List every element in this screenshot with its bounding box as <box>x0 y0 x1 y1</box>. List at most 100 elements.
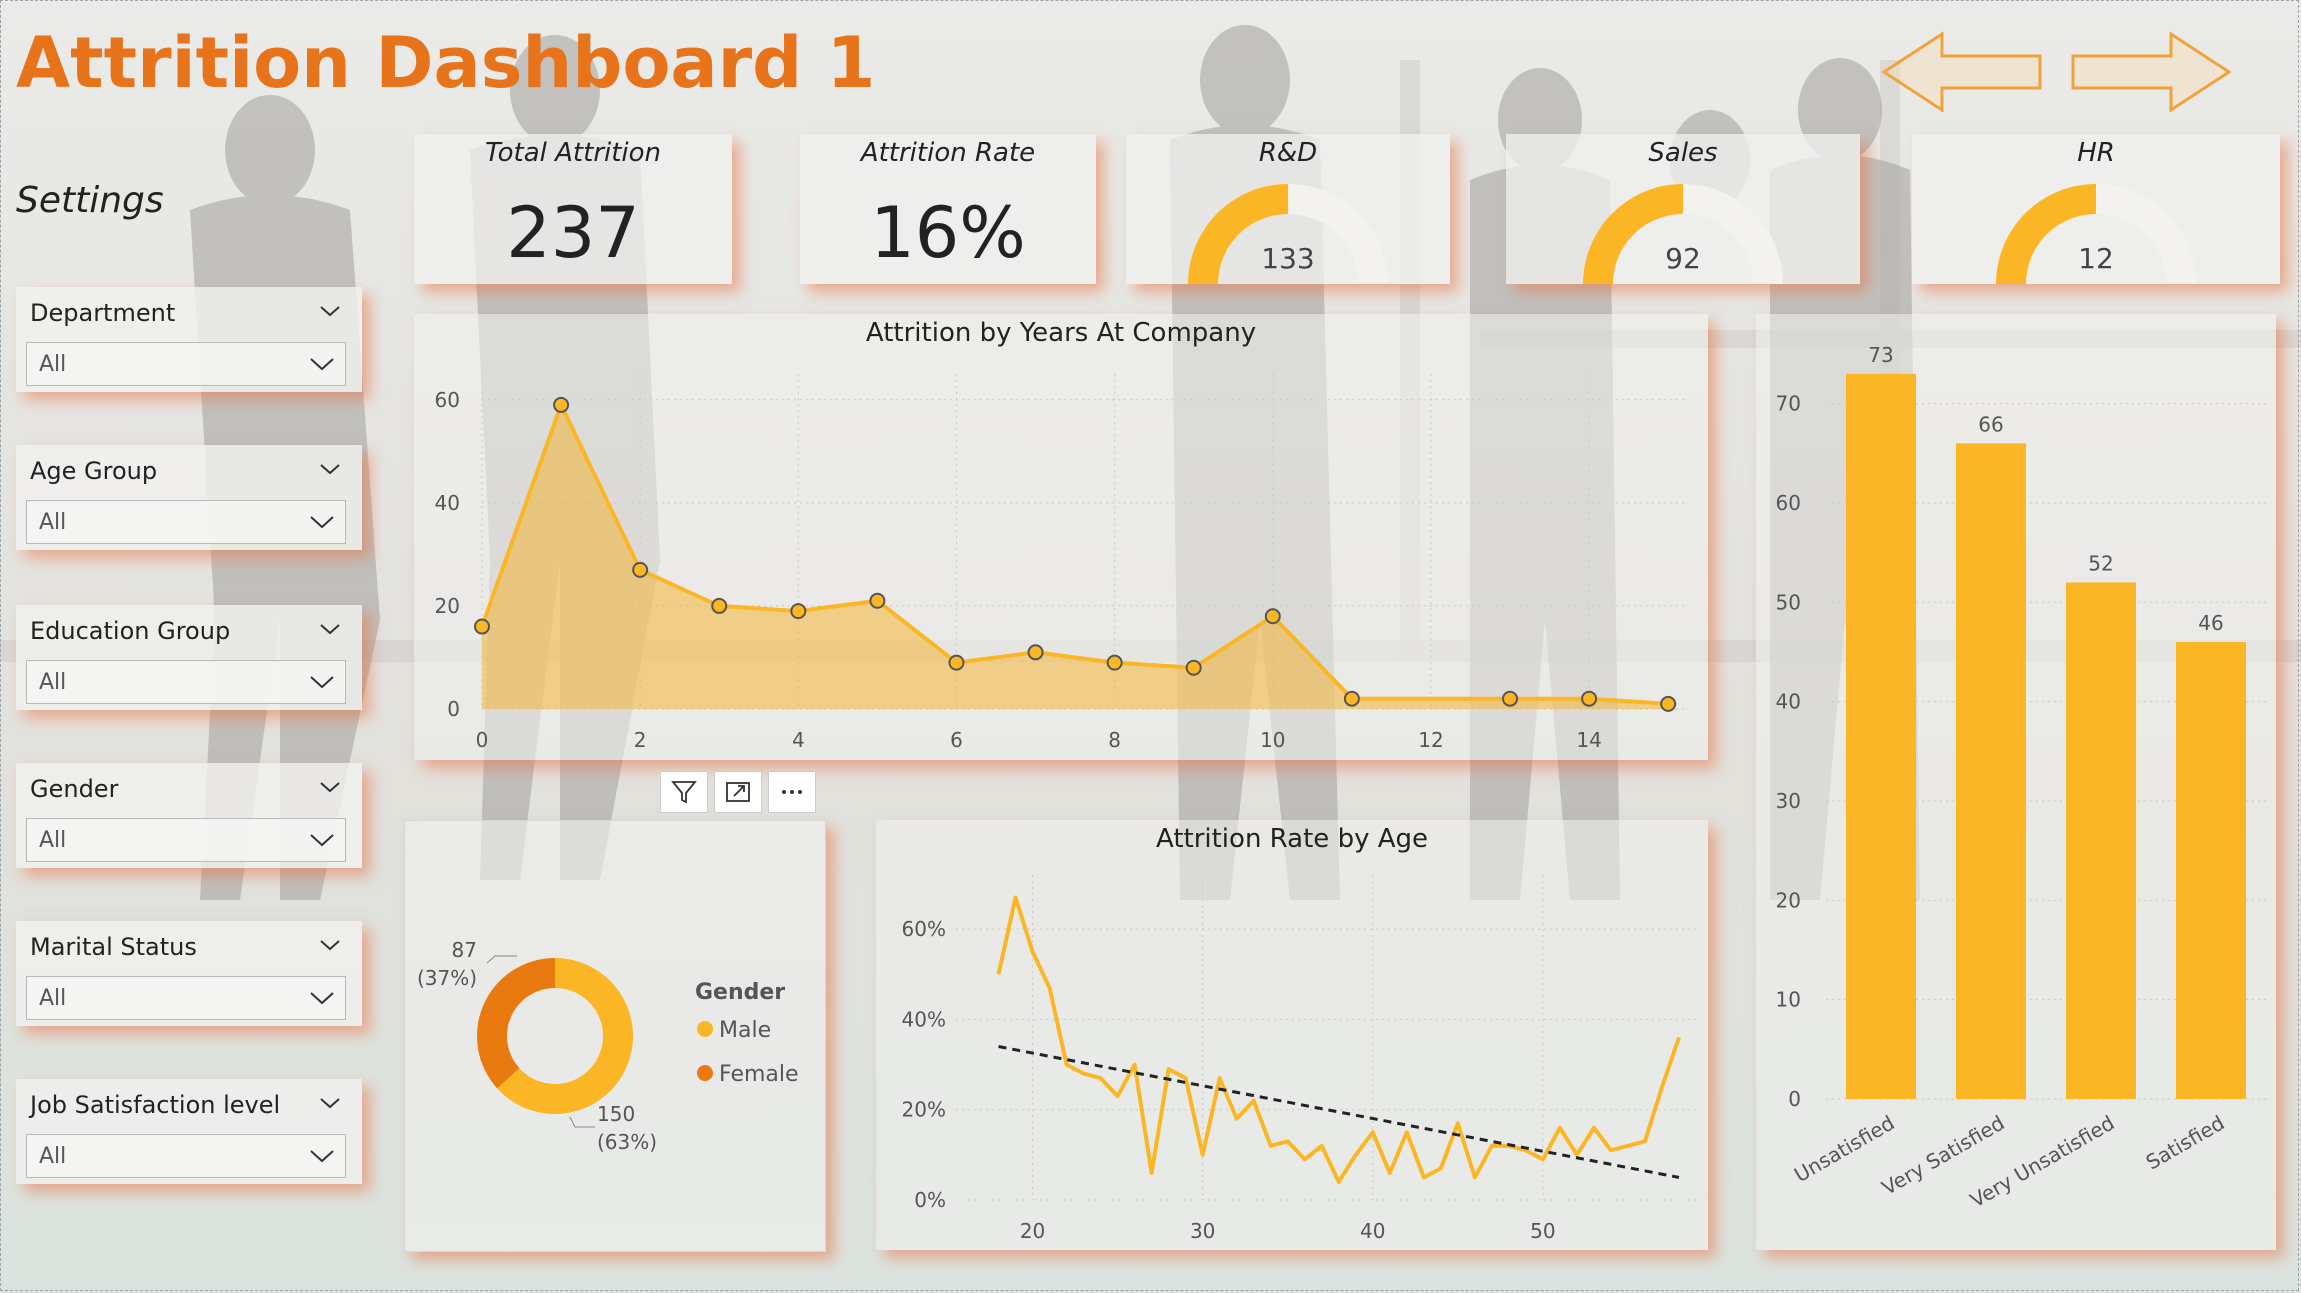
slicer-department: Department All <box>16 287 362 392</box>
kpi-attrition-rate: Attrition Rate 16% <box>800 134 1096 284</box>
more-options-icon[interactable] <box>768 771 816 813</box>
slicer-value: All <box>39 986 67 1011</box>
legend-marker <box>697 1065 713 1081</box>
slicer-value: All <box>39 352 67 377</box>
chart-gender-donut[interactable]: 150 (63%) 87 (37%) Gender Male Female <box>404 820 826 1252</box>
slicer-dropdown[interactable]: All <box>26 500 346 544</box>
x-tick-label: 14 <box>1576 728 1601 752</box>
gauge-chart <box>1996 184 2196 284</box>
visual-header-toolbar <box>660 771 816 813</box>
gauge-sales: Sales 92 <box>1506 134 1860 284</box>
data-label: 87 <box>452 938 477 962</box>
chart-job-satisfaction-bars[interactable]: 0 10 20 30 40 50 60 70 73 Unsatisfied 66 Very Satis… <box>1756 314 2276 1250</box>
legend-marker <box>697 1021 713 1037</box>
chevron-down-icon <box>310 834 334 847</box>
chart-title: Attrition by Years At Company <box>865 318 1257 348</box>
slicer-title: Gender <box>30 775 119 803</box>
slicer-value: All <box>39 510 67 535</box>
slicer-title: Department <box>30 299 176 327</box>
right-arrow-icon[interactable] <box>2068 28 2233 116</box>
y-tick-label: 40 <box>1776 690 1801 714</box>
gauge-value: 92 <box>1665 242 1701 275</box>
chevron-down-icon[interactable] <box>318 1093 342 1113</box>
x-tick-label: 6 <box>950 728 963 752</box>
data-point <box>1343 690 1360 707</box>
gauge-label: HR <box>2077 138 2115 168</box>
y-tick-label: 20% <box>902 1098 946 1122</box>
slicer-job-satisfaction: Job Satisfaction level All <box>16 1079 362 1184</box>
chevron-down-icon[interactable] <box>318 777 342 797</box>
bar <box>2066 582 2136 1099</box>
gauge-rd: R&D 133 <box>1126 134 1450 284</box>
slicer-value: All <box>39 670 67 695</box>
data-point <box>1581 690 1598 707</box>
line-chart: 0% 20% 40% 60% 20 30 40 50 <box>902 875 1696 1243</box>
y-tick-label: 60 <box>1776 491 1801 515</box>
bar <box>2176 642 2246 1099</box>
data-point <box>948 654 965 671</box>
chevron-down-icon[interactable] <box>318 459 342 479</box>
chevron-down-icon[interactable] <box>318 301 342 321</box>
donut-slice <box>477 958 555 1089</box>
x-tick-label: 10 <box>1260 728 1285 752</box>
gauge-label: R&D <box>1258 138 1318 168</box>
data-point <box>1264 608 1281 625</box>
filter-icon[interactable] <box>660 771 708 813</box>
y-tick-label: 70 <box>1776 392 1801 416</box>
trend-line <box>998 1045 1680 1179</box>
donut-chart: 150 (63%) 87 (37%) Gender Male Female <box>417 938 799 1154</box>
slicer-dropdown[interactable]: All <box>26 976 346 1020</box>
left-arrow-icon[interactable] <box>1880 28 2045 116</box>
gauge-fill <box>1188 184 1288 284</box>
x-tick-label: 30 <box>1190 1219 1215 1243</box>
data-label: (37%) <box>417 966 477 990</box>
slicer-dropdown[interactable]: All <box>26 1134 346 1178</box>
y-tick-label: 0 <box>447 697 460 721</box>
chevron-down-icon <box>310 676 334 689</box>
legend-label: Male <box>719 1018 771 1043</box>
data-point <box>1185 659 1202 676</box>
gauge-fill <box>1996 184 2096 284</box>
gauge-value: 12 <box>2078 242 2114 275</box>
legend-title: Gender <box>695 980 785 1005</box>
chart-attrition-rate-by-age[interactable]: Attrition Rate by Age 0% 20% 40% 60% 20 30 40 5… <box>876 820 1708 1250</box>
settings-label: Settings <box>16 180 164 221</box>
gauge-fill <box>1583 184 1683 284</box>
gauge-value: 133 <box>1261 242 1315 275</box>
y-tick-label: 40% <box>902 1007 946 1031</box>
data-label: (63%) <box>597 1130 657 1154</box>
chevron-down-icon <box>310 358 334 371</box>
chevron-down-icon[interactable] <box>318 935 342 955</box>
data-label: 66 <box>1978 412 2003 436</box>
gauge-chart <box>1188 184 1388 284</box>
y-tick-label: 30 <box>1776 789 1801 813</box>
slicer-title: Age Group <box>30 457 158 485</box>
x-tick-label: 40 <box>1360 1219 1385 1243</box>
chevron-down-icon[interactable] <box>318 619 342 639</box>
kpi-value: 16% <box>870 192 1026 274</box>
gauge-chart <box>1583 184 1783 284</box>
x-tick-label: Satisfied <box>2142 1111 2229 1175</box>
chart-title: Attrition Rate by Age <box>1155 824 1429 854</box>
data-point <box>790 603 807 620</box>
data-label: 150 <box>597 1102 635 1126</box>
x-tick-label: 50 <box>1530 1219 1555 1243</box>
page-title: Attrition Dashboard 1 <box>16 22 876 104</box>
bar <box>1846 373 1916 1100</box>
x-tick-label: 8 <box>1108 728 1121 752</box>
focus-mode-icon[interactable] <box>714 771 762 813</box>
y-tick-label: 60% <box>902 917 946 941</box>
data-point <box>553 396 570 413</box>
data-point <box>869 592 886 609</box>
slicer-age-group: Age Group All <box>16 445 362 550</box>
y-tick-label: 0% <box>914 1188 946 1212</box>
slicer-dropdown[interactable]: All <box>26 342 346 386</box>
data-label: 73 <box>1868 343 1893 367</box>
kpi-label: Total Attrition <box>484 138 662 168</box>
slicer-dropdown[interactable]: All <box>26 660 346 704</box>
slicer-dropdown[interactable]: All <box>26 818 346 862</box>
chevron-down-icon <box>310 992 334 1005</box>
chart-years-at-company[interactable]: Attrition by Years At Company 0 20 40 60 0 2 4… <box>414 314 1708 760</box>
data-point <box>1027 644 1044 661</box>
